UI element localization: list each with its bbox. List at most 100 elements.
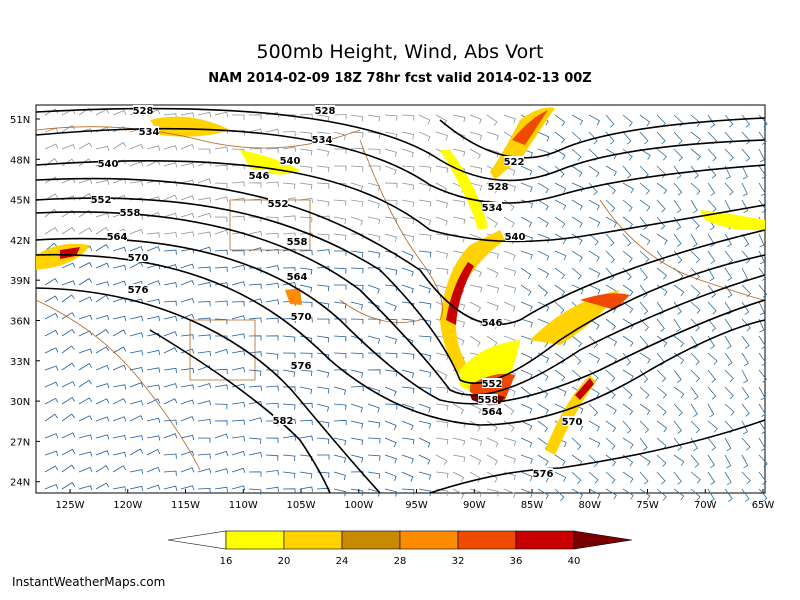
contour-label: 552 (268, 199, 289, 210)
wind-barb (639, 284, 648, 298)
wind-barb (180, 279, 195, 286)
wind-barb (537, 488, 549, 500)
wind-barb (180, 298, 195, 304)
wind-barb (673, 301, 682, 315)
wind-barb (554, 454, 566, 466)
wind-barb (418, 165, 432, 173)
wind-barb (469, 454, 482, 465)
wind-barb (282, 369, 296, 377)
wind-barb (690, 386, 699, 400)
wind-barb (741, 250, 751, 264)
wind-barb (537, 233, 550, 243)
wind-barb (197, 418, 211, 425)
wind-barb (418, 352, 432, 361)
wind-barb (690, 369, 700, 383)
contour-label-bg (482, 406, 502, 416)
wind-barb (520, 301, 533, 312)
contour-label: 534 (139, 127, 160, 138)
wind-barb (724, 352, 733, 366)
contour-label-bg (482, 317, 502, 327)
wind-barb (350, 233, 364, 240)
wind-barb (78, 142, 93, 150)
colorbar-box (225, 530, 285, 550)
wind-barb (401, 454, 414, 464)
lon-label: 70W (694, 500, 717, 511)
contour-label: 570 (128, 253, 149, 264)
wind-barb (435, 454, 448, 466)
wind-barb (44, 108, 59, 116)
wind-barb (707, 369, 716, 383)
wind-barb (299, 435, 313, 441)
wind-barb (316, 386, 330, 394)
wind-barb (350, 437, 364, 445)
wind-barb (639, 454, 651, 466)
wind-barb (44, 278, 59, 286)
contour-label-bg (120, 207, 140, 217)
wind-barb (418, 369, 432, 378)
wind-barb (622, 488, 634, 500)
wind-barb (44, 226, 59, 235)
wind-barb (673, 369, 682, 383)
wind-barb (299, 352, 313, 359)
lat-label: 51N (10, 115, 30, 126)
wind-barb (231, 435, 245, 442)
wind-barb (418, 488, 432, 496)
wind-barb (231, 250, 245, 256)
colorbar-label: 20 (278, 556, 291, 567)
wind-barb (605, 318, 616, 331)
wind-barb (197, 282, 212, 288)
wind-barb (214, 433, 229, 439)
wind-barb (401, 284, 414, 294)
wind-barb (571, 182, 584, 193)
wind-barb (282, 454, 296, 461)
wind-barb (231, 264, 246, 270)
contour-label: 576 (291, 361, 312, 372)
contour-label-bg (91, 194, 111, 204)
wind-barb (265, 299, 280, 305)
wind-barb (741, 420, 749, 435)
wind-barb (197, 212, 212, 218)
contour-label: 558 (478, 395, 499, 406)
wind-barb (469, 335, 481, 347)
wind-barb (248, 114, 262, 120)
wind-barb (588, 471, 599, 484)
wind-barb (78, 466, 93, 473)
wind-barb (486, 454, 498, 466)
wind-barb (61, 312, 76, 320)
wind-barb (316, 301, 330, 309)
wind-barb (622, 386, 633, 399)
wind-barb (384, 233, 398, 242)
footer: InstantWeatherMaps.com (12, 575, 165, 589)
wind-barb (469, 301, 482, 313)
wind-barb (622, 148, 633, 161)
wind-barb (129, 350, 144, 356)
wind-barb (180, 467, 195, 473)
wind-barb (78, 415, 93, 422)
wind-barb (401, 131, 415, 140)
wind-barb (656, 199, 666, 213)
wind-barb (690, 148, 701, 161)
wind-barb (231, 350, 246, 356)
wind-barb (639, 233, 651, 245)
wind-barb (673, 454, 685, 467)
wind-barb (197, 487, 211, 494)
wind-barb (197, 334, 211, 340)
wind-barb (418, 114, 431, 125)
wind-barb (44, 143, 59, 150)
wind-barb (401, 471, 414, 482)
wind-barb (95, 346, 110, 354)
wind-barb (486, 131, 499, 141)
wind-barb (690, 420, 701, 434)
wind-barb (78, 451, 93, 457)
wind-barb (78, 296, 93, 303)
wind-barb (61, 448, 76, 456)
wind-barb (231, 419, 245, 425)
wind-barb (61, 124, 76, 133)
wind-barb (401, 369, 415, 378)
wind-barb (350, 165, 364, 172)
wind-barb (214, 164, 228, 171)
wind-barb (95, 315, 110, 321)
